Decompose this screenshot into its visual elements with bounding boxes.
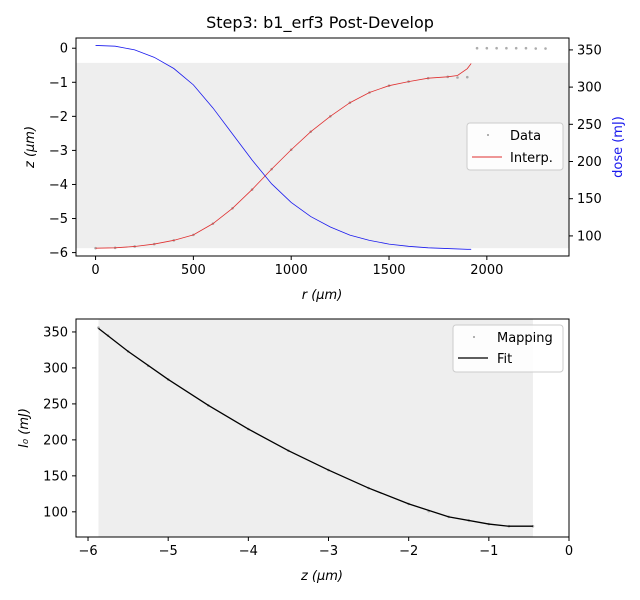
top-x-axis-label: r (μm) xyxy=(302,288,343,303)
bottom-x-tick-label: −2 xyxy=(399,544,418,559)
top-y-tick-label: 0 xyxy=(60,42,68,57)
top-y2-tick-label: 250 xyxy=(577,118,602,133)
bottom-x-axis-label: z (μm) xyxy=(300,569,343,584)
bottom-legend-mapping-marker xyxy=(473,336,475,338)
bottom-x-ticks: −6 −5 −4 −3 −2 −1 0 xyxy=(78,537,573,559)
top-data-point xyxy=(524,46,528,50)
top-y-tick-label: −2 xyxy=(49,110,68,125)
top-y2-axis-label: dose (mJ) xyxy=(611,116,626,178)
top-data-point xyxy=(495,46,498,50)
top-legend: Data Interp. xyxy=(466,122,564,171)
bottom-y-tick-label: 200 xyxy=(43,433,68,448)
top-x-tick-label: 1000 xyxy=(275,263,308,278)
figure-title: Step3: b1_erf3 Post-Develop xyxy=(206,13,434,33)
top-y-tick-label: −4 xyxy=(49,178,68,193)
top-x-tick-label: 0 xyxy=(91,263,99,278)
top-y2-tick-label: 200 xyxy=(577,155,602,170)
bottom-legend-box xyxy=(452,324,564,373)
bottom-x-tick-label: −6 xyxy=(78,544,97,559)
top-y2-tick-label: 150 xyxy=(577,192,602,207)
top-data-point xyxy=(485,46,489,50)
top-series-group xyxy=(94,45,547,250)
bottom-y-tick-label: 300 xyxy=(43,361,68,376)
top-x-tick-label: 2000 xyxy=(470,263,503,278)
top-legend-data-label: Data xyxy=(510,129,541,144)
bottom-legend-mapping-label: Mapping xyxy=(497,331,553,346)
bottom-legend-fit-label: Fit xyxy=(497,352,512,367)
top-y2-tick-label: 300 xyxy=(577,81,602,96)
top-legend-interp-label: Interp. xyxy=(510,151,553,166)
top-y-tick-label: −3 xyxy=(49,144,68,159)
bottom-x-tick-label: 0 xyxy=(565,544,573,559)
bottom-fit-line xyxy=(98,327,533,527)
top-x-tick-label: 500 xyxy=(181,263,206,278)
bottom-x-tick-label: −4 xyxy=(239,544,258,559)
bottom-y-tick-label: 100 xyxy=(43,505,68,520)
bottom-x-tick-label: −3 xyxy=(319,544,338,559)
top-y2-ticks: 100 150 200 250 300 350 xyxy=(569,43,602,244)
bottom-y-tick-label: 250 xyxy=(43,397,68,412)
top-interp--line xyxy=(95,63,472,249)
top-data-point xyxy=(544,47,547,50)
bottom-y-tick-label: 150 xyxy=(43,469,68,484)
top-y-tick-label: −6 xyxy=(49,246,68,261)
top-data-point xyxy=(534,47,538,50)
top-legend-box xyxy=(466,122,564,171)
top-x-tick-label: 1500 xyxy=(372,263,405,278)
top-subplot: 0 500 1000 1500 2000 0 −1 −2 −3 −4 −5 −6 100 150 200… xyxy=(23,37,626,303)
top-data-point xyxy=(505,46,508,50)
top-legend-data-marker xyxy=(487,134,489,136)
top-y-axis-label: z (μm) xyxy=(23,126,38,169)
top-plot-frame xyxy=(75,37,570,257)
top-y2-tick-label: 100 xyxy=(577,229,602,244)
top-y2-tick-label: 350 xyxy=(577,43,602,58)
bottom-plot-frame xyxy=(75,318,570,538)
top-y-ticks: 0 −1 −2 −3 −4 −5 −6 xyxy=(49,42,76,261)
bottom-x-tick-label: −5 xyxy=(159,544,178,559)
top-x-ticks: 0 500 1000 1500 2000 xyxy=(91,256,503,278)
top-y-tick-label: −1 xyxy=(49,76,68,91)
bottom-y-axis-label: I₀ (mJ) xyxy=(17,408,32,448)
bottom-y-tick-label: 350 xyxy=(43,325,68,340)
top-data-point xyxy=(475,46,479,50)
bottom-x-tick-label: −1 xyxy=(479,544,498,559)
top-data-point xyxy=(465,75,469,79)
bottom-legend: Mapping Fit xyxy=(452,324,564,373)
top-data-point xyxy=(514,46,518,50)
top-y-tick-label: −5 xyxy=(49,212,68,227)
top-dose-line xyxy=(95,45,472,250)
bottom-series-group xyxy=(97,326,535,528)
bottom-y-ticks: 100 150 200 250 300 350 xyxy=(43,325,76,520)
top-data-point xyxy=(456,76,459,79)
